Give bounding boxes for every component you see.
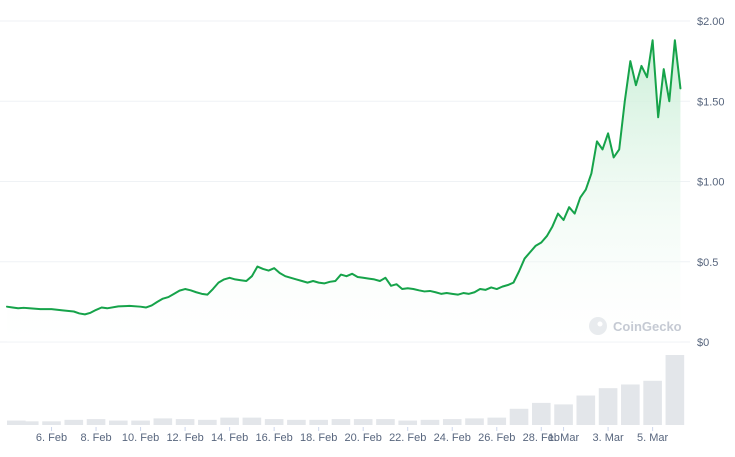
volume-bar (19, 421, 39, 425)
coingecko-logo-icon (589, 317, 607, 335)
volume-bar (220, 417, 239, 425)
volume-bar (643, 380, 662, 425)
volume-bar (531, 402, 551, 425)
x-tick-label: 18. Feb (300, 432, 337, 444)
y-tick-label: $0.5 (697, 257, 718, 269)
volume-bar (398, 420, 418, 425)
volume-bar (331, 419, 351, 425)
x-tick-label: 8. Feb (80, 432, 111, 444)
volume-bar (42, 421, 61, 425)
volume-bar (109, 420, 128, 425)
volume-bar (242, 417, 262, 425)
volume-bar (509, 408, 529, 425)
coingecko-watermark: CoinGecko (589, 317, 682, 335)
volume-bar (376, 419, 395, 425)
x-tick-label: 1. Mar (548, 432, 580, 444)
x-tick-label: 14. Feb (211, 432, 248, 444)
volume-bar (198, 419, 217, 425)
volume-bar (264, 419, 284, 425)
volume-bar (420, 419, 440, 425)
x-tick-label: 10. Feb (122, 432, 159, 444)
volume-bar (554, 404, 573, 425)
volume-bar (487, 417, 507, 425)
y-tick-label: $1.00 (697, 177, 725, 189)
volume-bar (465, 418, 484, 425)
y-axis: $2.00 $1.50 $1.00 $0.5 $0 (697, 16, 725, 349)
y-tick-label: $2.00 (697, 16, 725, 28)
x-tick-label: 20. Feb (345, 432, 382, 444)
volume-bar (598, 388, 618, 425)
volume-bar (287, 419, 306, 425)
volume-bars (7, 355, 685, 425)
y-tick-label: $0 (697, 337, 709, 349)
volume-bar (7, 420, 26, 425)
volume-bar (86, 419, 106, 425)
volume-bar (309, 419, 328, 425)
volume-bar (621, 384, 640, 425)
x-tick-label: 12. Feb (166, 432, 203, 444)
coingecko-watermark-text: CoinGecko (613, 319, 682, 334)
x-axis: 6. Feb 8. Feb 10. Feb 12. Feb 14. Feb 16. Feb… (36, 427, 669, 444)
coingecko-logo-eye (597, 321, 603, 327)
x-tick-label: 26. Feb (478, 432, 515, 444)
x-tick-label: 16. Feb (255, 432, 292, 444)
x-tick-label: 24. Feb (434, 432, 471, 444)
volume-bar (353, 419, 373, 425)
volume-bar (64, 419, 84, 425)
y-tick-label: $1.50 (697, 96, 725, 108)
x-tick-label: 5. Mar (637, 432, 669, 444)
volume-bar (576, 395, 596, 425)
x-tick-label: 28. Feb (523, 432, 560, 444)
x-tick-label: 22. Feb (389, 432, 426, 444)
volume-bar (153, 418, 173, 425)
volume-bar (131, 420, 150, 425)
x-tick-label: 3. Mar (592, 432, 624, 444)
volume-bar (665, 355, 685, 425)
volume-bar (442, 419, 462, 425)
volume-bar (175, 419, 195, 425)
price-area-fill (7, 40, 681, 342)
x-tick-label: 6. Feb (36, 432, 67, 444)
price-line (6, 39, 682, 316)
